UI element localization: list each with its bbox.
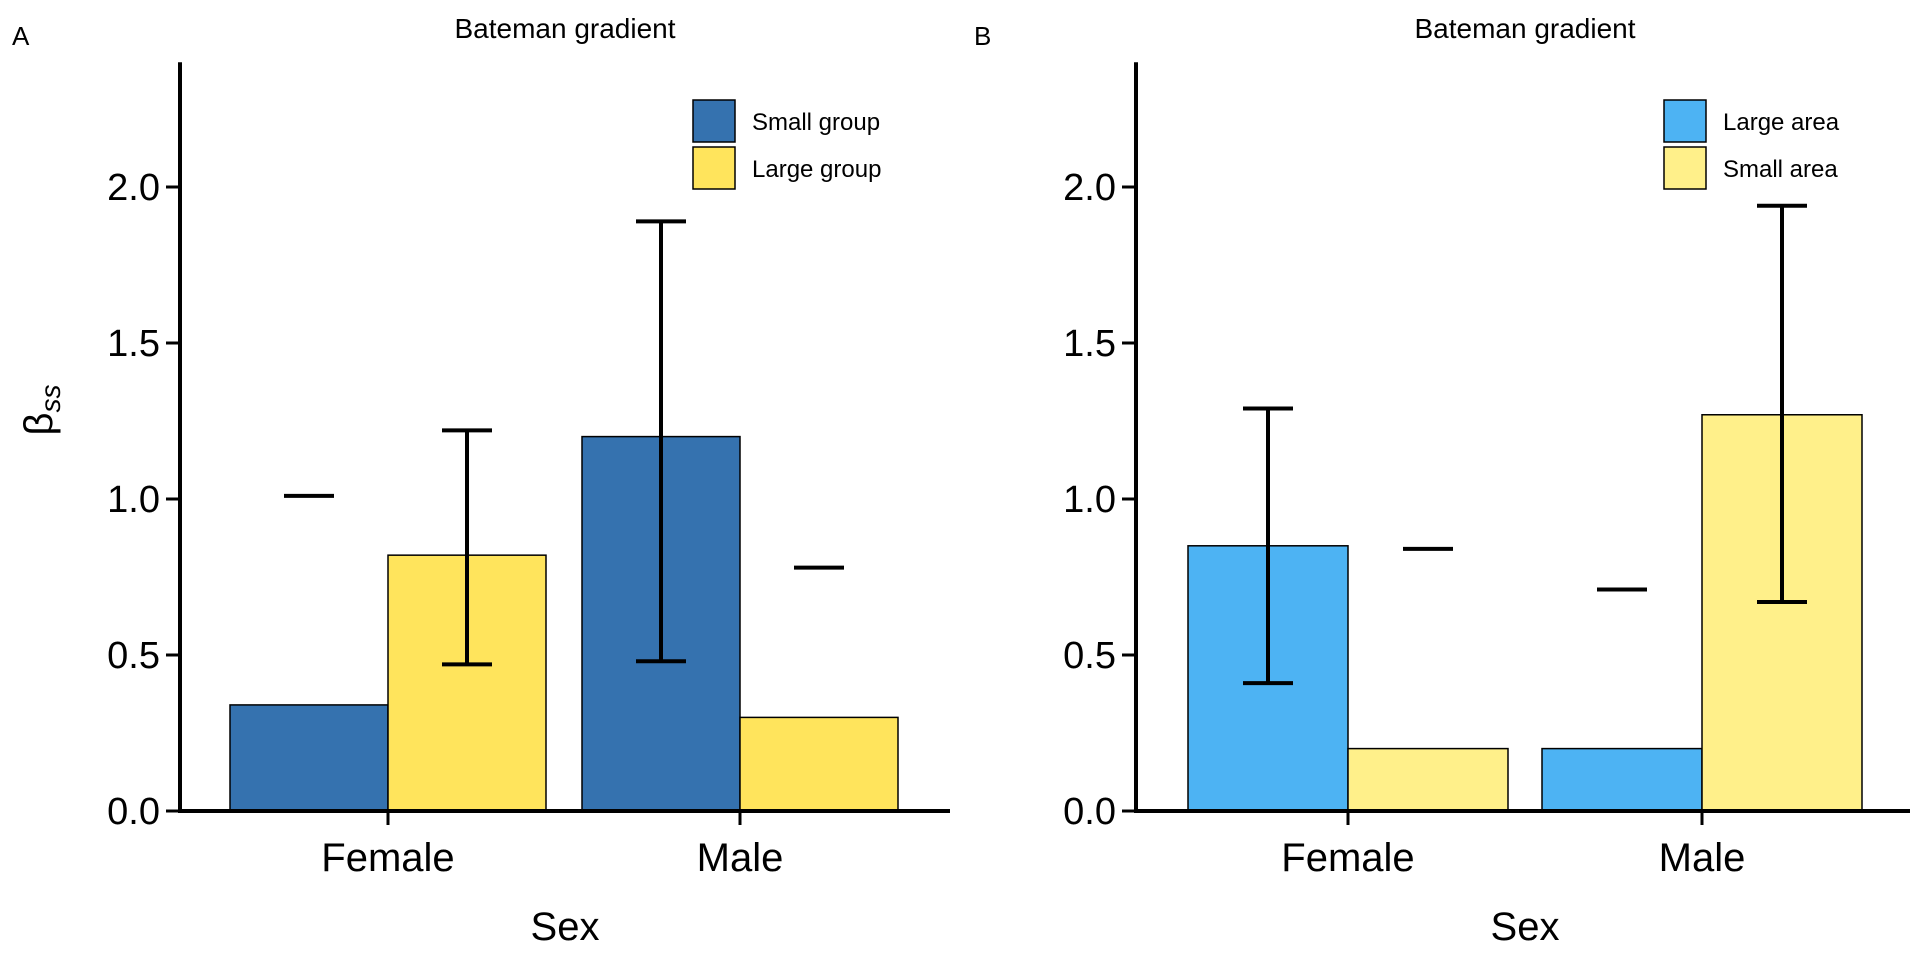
chart-title: Bateman gradient <box>454 13 675 44</box>
legend-swatch <box>692 146 736 190</box>
legend-swatch <box>1663 99 1707 143</box>
y-axis-label-symbol: β <box>17 412 61 435</box>
legend-label: Large area <box>1723 109 1840 136</box>
legend-swatch <box>692 99 736 143</box>
y-tick-label: 1.0 <box>107 479 160 521</box>
legend-label: Small area <box>1723 156 1838 183</box>
panel-b: B Bateman gradient 0.0 0.5 1.0 1.5 2.0 Female… <box>974 13 1910 949</box>
legend: Large area Small area <box>1663 99 1840 190</box>
y-tick-label: 0.5 <box>107 635 160 677</box>
error-bar <box>636 219 686 664</box>
x-tick-label: Male <box>1659 836 1746 880</box>
y-axis-label-subscript: ss <box>35 384 66 412</box>
x-tick-label: Female <box>1281 836 1414 880</box>
panel-letter: A <box>12 21 30 51</box>
error-bar <box>442 428 492 667</box>
legend: Small group Large group <box>692 99 881 190</box>
x-axis-label: Sex <box>531 905 600 949</box>
chart-title: Bateman gradient <box>1414 13 1635 44</box>
plot-area: 0.0 0.5 1.0 1.5 2.0 Female Male Small group Larg… <box>107 62 950 880</box>
y-axis-label: βss <box>17 384 66 435</box>
y-tick-label: 2.0 <box>1063 167 1116 209</box>
error-bar <box>1243 406 1293 686</box>
bar-small-area-female <box>1347 747 1509 812</box>
legend-label: Small group <box>752 109 880 136</box>
x-tick-label: Male <box>697 836 784 880</box>
bar-large-group-male <box>739 716 899 812</box>
y-tick-label: 0.0 <box>1063 791 1116 833</box>
x-tick-label: Female <box>321 836 454 880</box>
bar-small-group-female <box>229 704 389 812</box>
panel-letter: B <box>974 21 991 51</box>
legend-label: Large group <box>752 156 881 183</box>
y-tick-label: 0.5 <box>1063 635 1116 677</box>
panel-a: A Bateman gradient βss 0.0 0.5 1.0 1.5 2.0 Fe… <box>12 13 950 949</box>
y-tick-label: 0.0 <box>107 791 160 833</box>
y-tick-label: 1.0 <box>1063 479 1116 521</box>
y-tick-label: 1.5 <box>107 323 160 365</box>
x-axis-label: Sex <box>1491 905 1560 949</box>
error-bar <box>1757 203 1807 604</box>
legend-swatch <box>1663 146 1707 190</box>
y-tick-label: 1.5 <box>1063 323 1116 365</box>
plot-area: 0.0 0.5 1.0 1.5 2.0 Female Male Large area Small… <box>1063 62 1910 880</box>
y-tick-label: 2.0 <box>107 167 160 209</box>
bar-large-area-male <box>1541 747 1703 812</box>
